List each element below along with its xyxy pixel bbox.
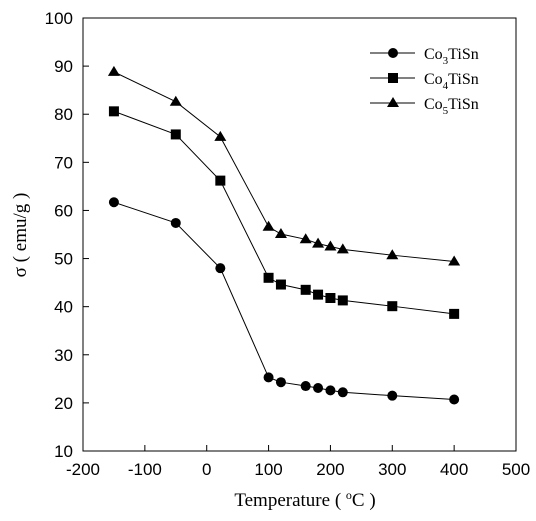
data-point-1-9 bbox=[387, 301, 398, 312]
x-axis-label-degree: o bbox=[346, 488, 352, 502]
data-point-1-10 bbox=[449, 308, 460, 319]
x-tick-label-4: 200 bbox=[316, 460, 344, 479]
x-tick-label-5: 300 bbox=[378, 460, 406, 479]
y-tick-label-6: 70 bbox=[54, 153, 73, 172]
legend: Co3TiSn Co4TiSn Co5TiSn bbox=[370, 46, 479, 117]
data-point-2-7 bbox=[324, 240, 337, 251]
data-point-0-10 bbox=[449, 394, 460, 405]
x-tick-label-2: 0 bbox=[202, 460, 211, 479]
data-point-1-8 bbox=[337, 295, 348, 306]
legend-label-1: Co4TiSn bbox=[424, 71, 479, 92]
legend-marker-0 bbox=[388, 48, 398, 58]
data-point-0-4 bbox=[275, 377, 286, 388]
series-line-2 bbox=[113, 71, 455, 262]
series-line-0 bbox=[113, 201, 455, 401]
data-point-1-4 bbox=[275, 279, 286, 290]
data-point-2-10 bbox=[448, 255, 461, 266]
legend-marker-2 bbox=[387, 97, 399, 107]
x-axis-label-prefix: Temperature ( bbox=[234, 490, 346, 511]
data-point-2-2 bbox=[214, 130, 227, 141]
data-point-1-2 bbox=[215, 175, 226, 186]
data-point-2-9 bbox=[386, 249, 399, 260]
x-tick-label-6: 400 bbox=[440, 460, 468, 479]
data-point-0-6 bbox=[313, 382, 324, 393]
data-point-2-0 bbox=[107, 65, 120, 76]
data-point-1-3 bbox=[263, 272, 274, 283]
data-point-1-7 bbox=[325, 293, 336, 304]
y-tick-label-4: 50 bbox=[54, 250, 73, 269]
y-tick-label-7: 80 bbox=[54, 105, 73, 124]
x-tick-label-0: -200 bbox=[66, 460, 100, 479]
data-point-0-9 bbox=[387, 390, 398, 401]
y-tick-label-2: 30 bbox=[54, 346, 73, 365]
data-point-2-3 bbox=[262, 220, 275, 231]
data-point-2-1 bbox=[169, 95, 182, 106]
y-tick-label-5: 60 bbox=[54, 201, 73, 220]
data-point-2-6 bbox=[312, 237, 325, 248]
legend-label-0: Co3TiSn bbox=[424, 46, 479, 67]
legend-label-2: Co5TiSn bbox=[424, 96, 479, 117]
data-point-1-1 bbox=[170, 129, 181, 140]
x-tick-label-1: -100 bbox=[128, 460, 162, 479]
plot-frame bbox=[82, 17, 517, 452]
data-point-0-1 bbox=[170, 217, 181, 228]
x-axis-label-unit: C ) bbox=[352, 490, 376, 511]
data-point-2-5 bbox=[299, 233, 312, 244]
data-point-0-7 bbox=[325, 385, 336, 396]
y-tick-label-3: 40 bbox=[54, 298, 73, 317]
data-point-1-0 bbox=[108, 106, 119, 117]
x-tick-label-3: 100 bbox=[254, 460, 282, 479]
data-point-1-6 bbox=[313, 289, 324, 300]
data-point-0-8 bbox=[337, 387, 348, 398]
data-point-2-4 bbox=[274, 228, 287, 239]
axis-ticks: -200 -100 0 100 200 300 400 500 10 20 30 40 50 60 70 80… bbox=[45, 9, 531, 479]
y-tick-label-8: 90 bbox=[54, 57, 73, 76]
data-point-0-0 bbox=[108, 197, 119, 208]
y-tick-label-9: 100 bbox=[45, 9, 73, 28]
data-point-1-5 bbox=[300, 284, 311, 295]
y-tick-label-0: 10 bbox=[54, 442, 73, 461]
data-point-0-5 bbox=[300, 381, 311, 392]
series-markers bbox=[107, 65, 461, 405]
y-axis-label: σ ( emu/g ) bbox=[10, 193, 31, 278]
x-axis-label: Temperature ( oC ) bbox=[234, 488, 375, 511]
data-point-0-3 bbox=[263, 372, 274, 383]
y-tick-label-1: 20 bbox=[54, 394, 73, 413]
x-tick-label-7: 500 bbox=[502, 460, 530, 479]
data-point-0-2 bbox=[215, 263, 226, 274]
data-point-2-8 bbox=[336, 243, 349, 254]
legend-marker-1 bbox=[388, 73, 398, 83]
